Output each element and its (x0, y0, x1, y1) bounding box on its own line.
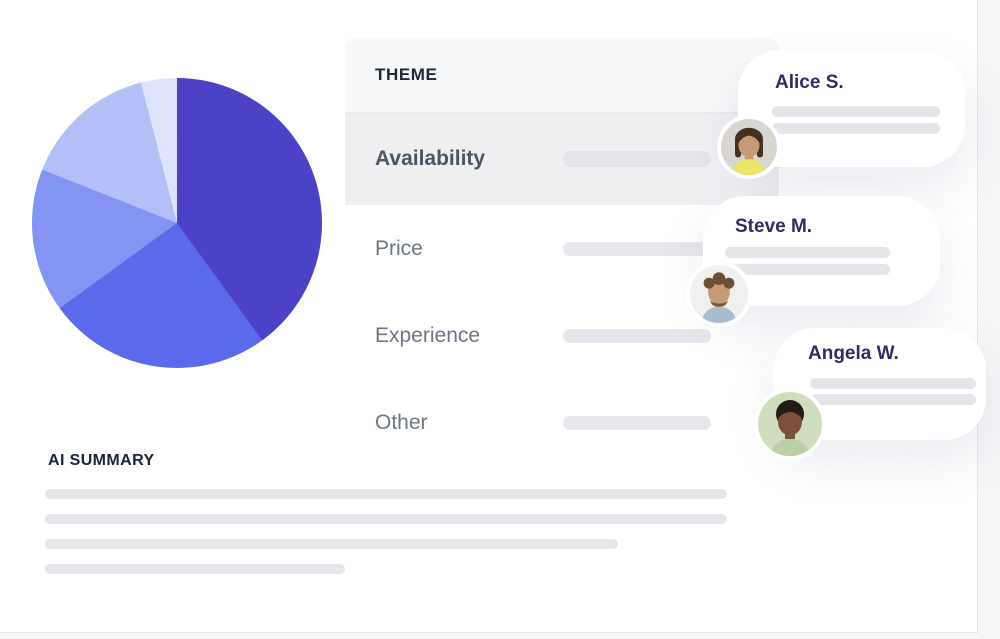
woman-avatar-icon (721, 119, 777, 175)
theme-panel-header: THEME (345, 38, 779, 113)
ai-summary-lines (45, 489, 727, 574)
theme-row-label: Availability (375, 147, 486, 170)
theme-row-price[interactable]: Price (345, 205, 779, 292)
person-card-steve[interactable]: Steve M. (690, 196, 940, 323)
theme-row-other[interactable]: Other (345, 379, 779, 466)
person-name: Steve M. (735, 216, 813, 237)
placeholder-line (772, 123, 940, 134)
placeholder-line (45, 564, 346, 574)
ai-summary-title: AI SUMMARY (48, 452, 155, 469)
person-name: Alice S. (775, 72, 844, 93)
person-card-alice[interactable]: Alice S. (721, 50, 965, 175)
progress-track (563, 415, 711, 430)
theme-row-experience[interactable]: Experience (345, 292, 779, 379)
placeholder-line (725, 247, 890, 258)
placeholder-line (45, 489, 727, 499)
theme-row-label: Experience (375, 323, 481, 347)
progress-track (563, 241, 711, 256)
progress-track (563, 151, 711, 167)
progress-track (563, 328, 711, 343)
theme-row-availability[interactable]: Availability (345, 113, 779, 205)
placeholder-line (45, 514, 727, 524)
person-name: Angela W. (808, 343, 899, 364)
pie-chart (32, 78, 322, 368)
man-avatar-icon (690, 265, 748, 323)
placeholder-line (45, 539, 618, 549)
theme-panel: THEME Availability Price Experience Othe… (345, 38, 779, 466)
placeholder-line (725, 264, 890, 275)
placeholder-line (810, 394, 976, 405)
avatar (690, 265, 748, 323)
person-card-angela[interactable]: Angela W. (758, 328, 986, 456)
woman-avatar-icon (758, 392, 822, 456)
avatar (721, 119, 777, 175)
theme-row-label: Other (375, 410, 428, 434)
theme-row-label: Price (375, 236, 423, 260)
avatar (758, 392, 822, 456)
theme-panel-title: THEME (375, 65, 438, 84)
placeholder-line (772, 106, 940, 117)
placeholder-line (810, 378, 976, 389)
